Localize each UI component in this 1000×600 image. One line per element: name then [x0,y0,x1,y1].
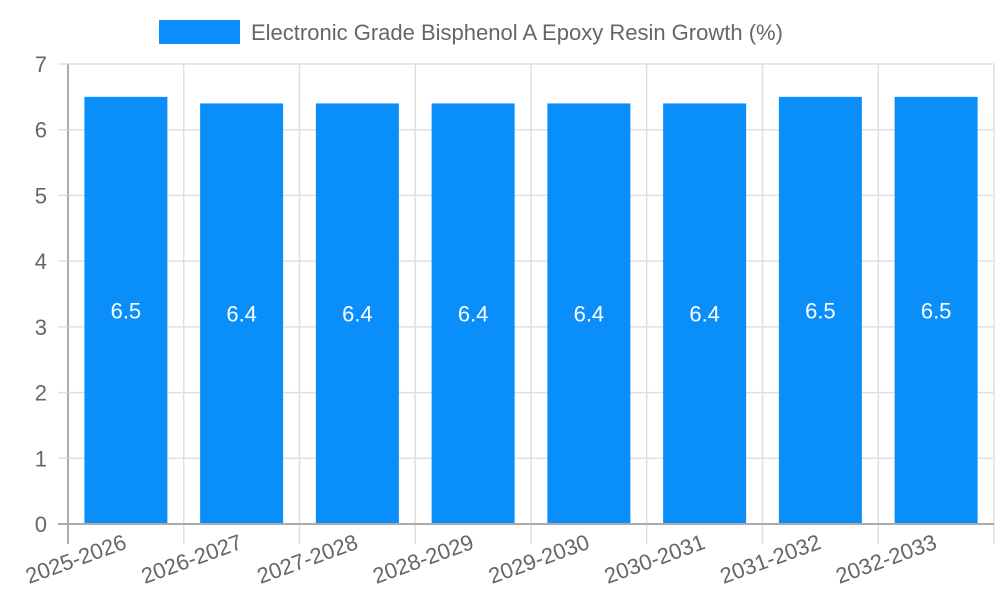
bar[interactable] [315,103,399,524]
bar-value-label: 6.4 [689,302,720,327]
bar-value-label: 6.5 [921,298,952,323]
legend[interactable]: Electronic Grade Bisphenol A Epoxy Resin… [159,20,783,45]
x-tick-label: 2032-2033 [832,529,939,588]
bar[interactable] [84,96,168,524]
axes [58,64,994,544]
bar-value-label: 6.4 [574,302,605,327]
y-tick-label: 3 [35,315,47,340]
x-tick-label: 2026-2027 [138,529,245,588]
y-tick-label: 4 [35,249,47,274]
x-tick-label: 2027-2028 [254,529,361,588]
legend-swatch [159,20,240,44]
y-tick-label: 2 [35,381,47,406]
legend-label: Electronic Grade Bisphenol A Epoxy Resin… [251,20,783,45]
x-tick-label: 2030-2031 [601,529,708,588]
bar-value-label: 6.4 [342,302,373,327]
bar[interactable] [431,103,515,524]
bar[interactable] [778,96,862,524]
bar-value-label: 6.5 [111,298,142,323]
y-tick-label: 5 [35,183,47,208]
bar-value-label: 6.4 [226,302,257,327]
bar[interactable] [200,103,284,524]
bar[interactable] [547,103,631,524]
x-axis-ticks: 2025-2026 2026-2027 2027-2028 2028-2029 2029… [22,529,940,588]
bar[interactable] [894,96,978,524]
bars: 6.5 6.4 6.4 6.4 6.4 6.4 6.5 6.5 [84,96,978,524]
bar-value-label: 6.4 [458,302,489,327]
bar-value-label: 6.5 [805,298,836,323]
y-tick-label: 6 [35,118,47,143]
bar[interactable] [663,103,747,524]
x-tick-label: 2031-2032 [717,529,824,588]
x-tick-label: 2029-2030 [485,529,592,588]
y-tick-label: 7 [35,52,47,77]
y-tick-label: 0 [35,512,47,537]
y-tick-label: 1 [35,446,47,471]
x-tick-label: 2028-2029 [369,529,476,588]
y-axis-ticks: 0 1 2 3 4 5 6 7 [35,52,68,537]
x-tick-label: 2025-2026 [22,529,129,588]
